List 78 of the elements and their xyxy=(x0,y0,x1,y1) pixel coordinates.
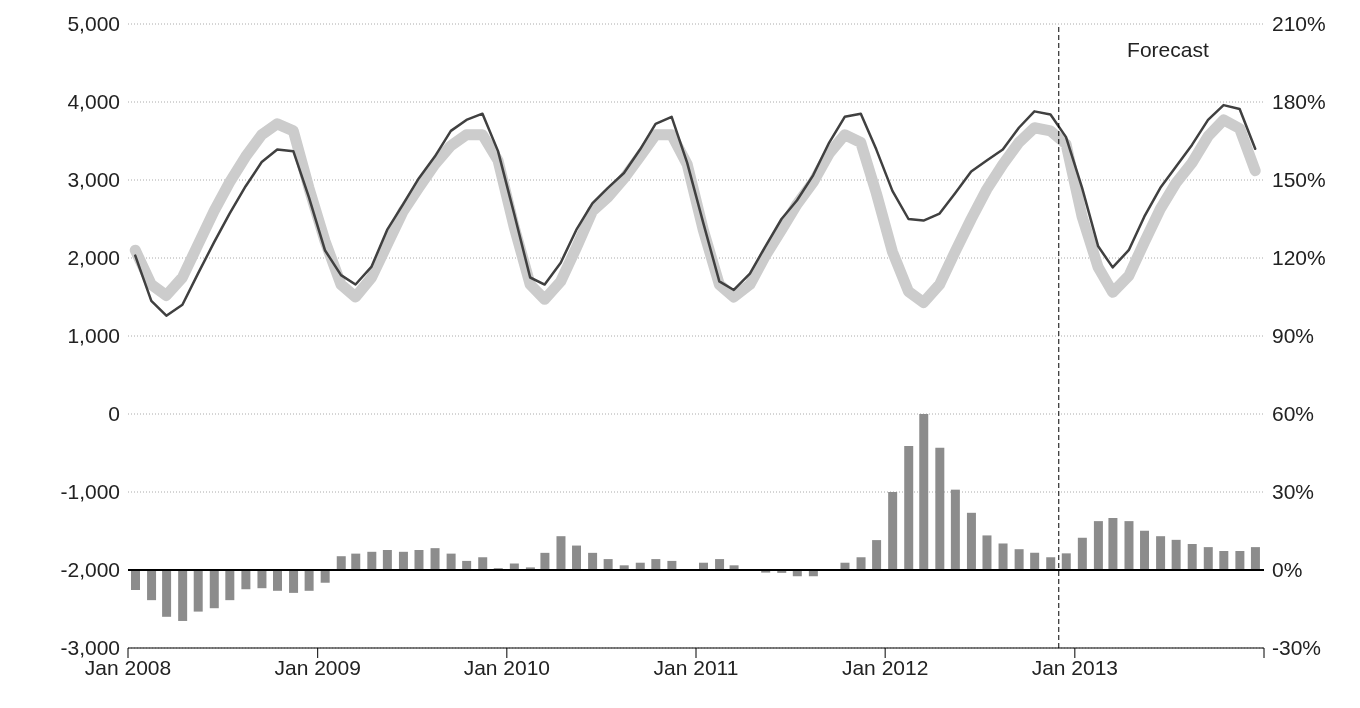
x-tick-label: Jan 2009 xyxy=(274,655,361,679)
bar xyxy=(178,570,188,621)
bar xyxy=(950,489,960,570)
ref-line-label: Forecast xyxy=(1127,37,1209,61)
bar xyxy=(982,535,992,570)
y-tick-label: -2,000 xyxy=(60,558,120,582)
bar xyxy=(556,536,566,570)
y2-tick-label: 120% xyxy=(1272,246,1326,270)
bar xyxy=(856,557,866,570)
bar xyxy=(888,492,898,570)
bar xyxy=(1077,537,1087,570)
y2-tick-label: 90% xyxy=(1272,324,1315,348)
x-tick-label: Jan 2011 xyxy=(653,655,739,679)
y-tick-label: 2,000 xyxy=(67,246,120,270)
bar xyxy=(966,512,976,570)
bar xyxy=(572,545,582,570)
y2-tick-label: 210% xyxy=(1272,12,1326,36)
bar xyxy=(919,414,929,570)
x-tick-label: Jan 2012 xyxy=(841,655,929,679)
bar xyxy=(603,559,613,570)
bar xyxy=(540,552,550,570)
bar xyxy=(1156,536,1166,570)
bar xyxy=(304,570,314,591)
bar xyxy=(398,551,408,570)
bar xyxy=(1140,530,1150,570)
bar xyxy=(351,553,361,570)
bar xyxy=(1030,552,1040,570)
bar xyxy=(715,559,725,570)
bar xyxy=(651,559,661,570)
bar xyxy=(1108,518,1118,570)
y-tick-label: -1,000 xyxy=(60,480,120,504)
bar xyxy=(241,570,251,590)
bar xyxy=(872,540,882,570)
y-tick-label: 3,000 xyxy=(67,168,120,192)
y2-tick-label: 0% xyxy=(1272,558,1303,582)
bar xyxy=(1093,521,1103,570)
bar xyxy=(1014,549,1024,570)
bar xyxy=(1219,551,1229,570)
y-tick-label: 0 xyxy=(108,402,120,426)
bar xyxy=(209,570,219,609)
bar xyxy=(588,552,598,570)
bar xyxy=(336,556,346,570)
bar xyxy=(998,543,1008,570)
y-tick-label: 4,000 xyxy=(67,90,120,114)
bar xyxy=(478,557,488,570)
bar xyxy=(162,570,172,617)
bar xyxy=(1203,547,1213,570)
y2-tick-label: 150% xyxy=(1272,168,1326,192)
bar xyxy=(1171,539,1181,570)
y2-tick-label: 180% xyxy=(1272,90,1326,114)
bar xyxy=(430,548,440,570)
bar xyxy=(935,447,945,570)
x-tick-label: Jan 2013 xyxy=(1031,655,1119,679)
bar xyxy=(131,570,140,591)
bar xyxy=(257,570,267,589)
bar xyxy=(273,570,282,591)
bar xyxy=(289,570,299,593)
bar xyxy=(193,570,203,612)
bar xyxy=(1187,544,1197,570)
y-tick-label: 1,000 xyxy=(67,324,120,348)
y2-tick-label: 60% xyxy=(1272,402,1315,426)
bar xyxy=(225,570,235,601)
bar xyxy=(414,549,424,570)
bar xyxy=(1250,547,1260,570)
bar xyxy=(904,445,914,570)
bar xyxy=(446,553,456,570)
bar xyxy=(1235,551,1245,570)
bar xyxy=(367,551,377,570)
y2-tick-label: -30% xyxy=(1272,636,1322,660)
bar xyxy=(320,570,330,583)
bar xyxy=(382,549,392,570)
bar xyxy=(1061,553,1071,570)
x-tick-label: Jan 2010 xyxy=(463,655,551,679)
bar xyxy=(147,570,157,601)
bar xyxy=(1046,557,1056,570)
y2-tick-label: 30% xyxy=(1272,480,1315,504)
y-tick-label: 5,000 xyxy=(67,12,120,36)
bar xyxy=(1124,521,1134,570)
